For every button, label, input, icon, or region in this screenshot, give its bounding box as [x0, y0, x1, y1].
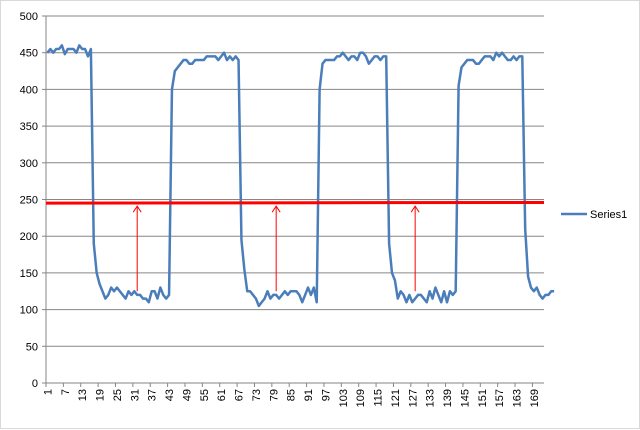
- x-tick-label: 19: [95, 389, 107, 401]
- x-tick-label: 139: [442, 389, 454, 407]
- x-tick-label: 61: [216, 389, 228, 401]
- series-lines: [45, 44, 555, 308]
- legend-label-series1: Series1: [590, 209, 627, 221]
- x-tick-label: 7: [60, 389, 72, 395]
- x-tick-label: 13: [77, 389, 89, 401]
- x-tick-label: 37: [147, 389, 159, 401]
- y-tick-label: 350: [20, 121, 38, 133]
- annotation-arrow-head: [271, 205, 281, 213]
- y-tick-label: 300: [20, 158, 38, 170]
- x-tick-label: 1: [42, 389, 54, 395]
- x-tick-label: 91: [303, 389, 315, 401]
- threshold-line: [45, 200, 545, 205]
- x-tick-label: 127: [407, 389, 419, 407]
- y-tick-label: 400: [20, 84, 38, 96]
- x-tick-label: 157: [494, 389, 506, 407]
- y-tick-label: 150: [20, 268, 38, 280]
- x-tick-label: 43: [164, 389, 176, 401]
- y-tick-label: 500: [20, 11, 38, 23]
- y-tick-label: 50: [26, 341, 38, 353]
- x-tick-labels: 1 7 13 19 25 31 37 43 49 55 61 67 73 79 85 91 97 103 109 11…: [42, 389, 540, 407]
- annotation-arrow-head: [410, 205, 420, 213]
- x-tick-label: 169: [529, 389, 541, 407]
- x-tick-label: 79: [268, 389, 280, 401]
- x-tick-label: 133: [425, 389, 437, 407]
- x-tick-label: 103: [338, 389, 350, 407]
- x-tick-label: 85: [286, 389, 298, 401]
- x-tick-label: 31: [129, 389, 141, 401]
- y-tick-labels: 0 50 100 150 200 250 300 350 400 450 500: [20, 11, 38, 390]
- x-tick-label: 25: [112, 389, 124, 401]
- axes: [42, 15, 544, 387]
- gridlines: [46, 15, 544, 347]
- x-tick-label: 73: [251, 389, 263, 401]
- y-tick-label: 200: [20, 231, 38, 243]
- x-tick-label: 163: [511, 389, 523, 407]
- legend: Series1: [561, 209, 627, 221]
- y-tick-label: 100: [20, 305, 38, 317]
- x-tick-label: 151: [477, 389, 489, 407]
- x-tick-label: 145: [459, 389, 471, 407]
- y-tick-label: 0: [32, 378, 38, 390]
- x-tick-label: 67: [234, 389, 246, 401]
- y-tick-label: 450: [20, 48, 38, 60]
- x-tick-label: 109: [355, 389, 367, 407]
- series-line-series1: [46, 44, 555, 308]
- x-tick-label: 115: [373, 389, 385, 407]
- y-tick-label: 250: [20, 195, 38, 207]
- x-tick-label: 121: [390, 389, 402, 407]
- annotations: [132, 205, 420, 292]
- x-tick-label: 55: [199, 389, 211, 401]
- x-tick-label: 97: [320, 389, 332, 401]
- x-tick-label: 49: [181, 389, 193, 401]
- annotation-arrow-head: [132, 205, 142, 213]
